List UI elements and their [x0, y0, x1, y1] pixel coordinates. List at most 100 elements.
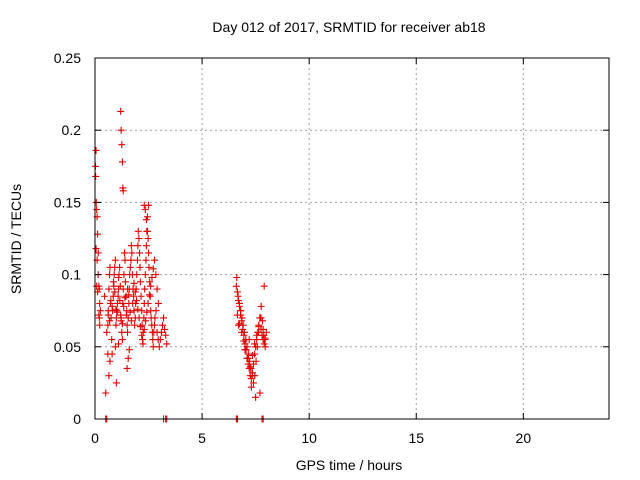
data-point: [145, 263, 153, 271]
data-point: [127, 256, 135, 264]
x-tick-label: 20: [516, 430, 532, 446]
data-point: [146, 292, 154, 300]
data-point: [92, 146, 100, 154]
data-point: [126, 263, 134, 271]
data-point: [149, 343, 157, 351]
data-point: [111, 288, 119, 296]
data-point: [125, 346, 133, 354]
y-tick-label: 0.25: [54, 50, 81, 66]
data-point: [160, 314, 168, 322]
data-point: [252, 393, 260, 401]
data-point: [152, 271, 160, 279]
data-point: [114, 292, 122, 300]
data-point: [232, 282, 240, 290]
data-point: [236, 320, 244, 328]
data-point: [116, 263, 124, 271]
data-point: [258, 317, 266, 325]
data-point: [115, 273, 123, 281]
data-point: [115, 340, 123, 348]
y-tick-label: 0.15: [54, 194, 81, 210]
data-point: [105, 285, 113, 293]
data-point: [259, 325, 267, 333]
data-point: [103, 328, 111, 336]
data-point: [151, 314, 159, 322]
data-point: [252, 357, 260, 365]
data-point: [246, 357, 254, 365]
data-point: [118, 158, 126, 166]
x-tick-label: 15: [408, 430, 424, 446]
data-point: [251, 372, 259, 380]
data-point: [142, 317, 150, 325]
data-point: [109, 278, 117, 286]
data-point: [117, 314, 125, 322]
data-point: [245, 336, 253, 344]
data-point: [121, 256, 129, 264]
axis-ticks: [94, 57, 609, 420]
data-point: [92, 172, 100, 180]
data-point: [162, 331, 170, 339]
data-point: [119, 299, 127, 307]
y-tick-label: 0.2: [62, 122, 82, 138]
data-point: [136, 323, 144, 331]
data-point: [148, 273, 156, 281]
x-axis-label: GPS time / hours: [296, 457, 403, 473]
data-point: [94, 249, 102, 257]
data-point: [149, 265, 157, 273]
data-point: [134, 227, 142, 235]
data-point: [118, 320, 126, 328]
data-point: [246, 363, 254, 371]
data-point: [117, 107, 125, 115]
data-point: [233, 288, 241, 296]
data-point: [248, 351, 256, 359]
data-point: [155, 343, 163, 351]
data-point: [256, 389, 264, 397]
data-point: [260, 282, 268, 290]
data-point: [235, 299, 243, 307]
data-point: [151, 256, 159, 264]
data-point: [116, 297, 124, 305]
data-point: [104, 321, 112, 329]
data-point: [153, 285, 161, 293]
data-point: [143, 308, 151, 316]
data-point: [93, 282, 101, 290]
data-point: [111, 343, 119, 351]
data-point: [135, 235, 143, 242]
data-point: [116, 282, 124, 290]
data-point: [117, 126, 125, 134]
data-point: [111, 256, 119, 264]
data-point: [135, 314, 143, 322]
data-point: [261, 334, 269, 342]
data-point: [138, 307, 146, 315]
data-point: [123, 321, 131, 329]
data-point: [121, 294, 129, 302]
data-point: [139, 328, 147, 336]
data-point: [113, 308, 121, 316]
grid-lines: [95, 58, 609, 419]
data-point: [257, 314, 265, 322]
data-point: [238, 314, 246, 322]
data-point: [136, 263, 144, 271]
data-point: [234, 321, 242, 329]
data-point: [143, 213, 151, 221]
data-point: [143, 227, 151, 235]
data-point: [139, 340, 147, 348]
data-point: [124, 285, 132, 293]
data-point: [118, 336, 126, 344]
data-point: [145, 201, 153, 209]
x-tick-label: 10: [301, 430, 317, 446]
data-point: [251, 340, 259, 348]
data-point: [106, 357, 114, 365]
data-point: [157, 328, 165, 336]
data-point: [132, 285, 140, 293]
data-point: [136, 278, 144, 286]
data-point: [131, 288, 139, 296]
data-point: [142, 256, 150, 264]
data-point: [112, 379, 120, 387]
data-point: [112, 305, 120, 313]
data-point: [107, 297, 115, 305]
data-point: [134, 242, 142, 250]
data-point: [133, 256, 141, 264]
data-point: [124, 354, 132, 362]
data-point: [255, 323, 263, 331]
